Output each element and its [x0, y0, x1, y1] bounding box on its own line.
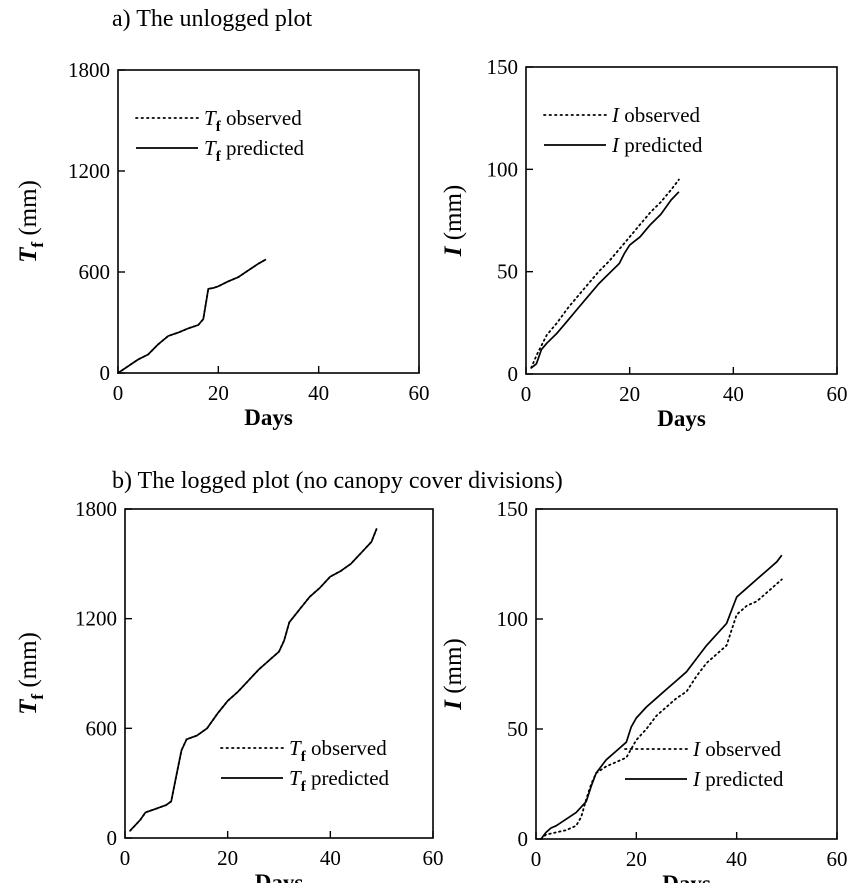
plot-frame	[124, 508, 434, 839]
y-axis-label-symbol: T	[15, 246, 42, 263]
section-title-b: b) The logged plot (no canopy cover divi…	[112, 468, 563, 494]
series-line-observed	[117, 258, 267, 374]
y-tick-label: 1200	[68, 159, 110, 183]
x-tick-label: 0	[120, 846, 131, 870]
legend-label-text: predicted	[619, 133, 703, 157]
legend-label-subscript: f	[216, 149, 222, 165]
y-axis-label-unit: (mm)	[440, 638, 467, 700]
x-tick-label: 20	[619, 382, 640, 406]
y-tick-label: 100	[487, 157, 519, 181]
y-tick-label: 0	[107, 826, 118, 850]
series-line-predicted	[117, 258, 267, 374]
legend-label-text: predicted	[306, 766, 390, 790]
y-axis-label-symbol: I	[440, 245, 467, 257]
legend-label-symbol: T	[289, 736, 302, 760]
x-axis-label: Days	[244, 405, 293, 430]
y-tick-label: 0	[518, 827, 529, 851]
series-line-predicted	[129, 528, 378, 832]
y-axis-label-unit: (mm)	[15, 632, 42, 694]
y-axis-label-symbol: I	[440, 699, 467, 711]
y-tick-label: 100	[497, 607, 529, 631]
legend-label-text: predicted	[700, 767, 784, 791]
legend-label-text: observed	[700, 737, 782, 761]
y-tick-label: 150	[497, 497, 529, 521]
y-axis-label-subscript: f	[28, 694, 47, 700]
legend-label: I observed	[692, 737, 782, 761]
y-tick-label: 150	[487, 55, 519, 79]
y-tick-label: 50	[507, 717, 528, 741]
plot-frame	[525, 66, 838, 375]
x-tick-label: 40	[308, 381, 329, 405]
y-axis-label: Tf (mm)	[15, 632, 47, 715]
series-line-predicted	[540, 554, 783, 840]
x-axis-label: Days	[657, 406, 706, 431]
y-tick-label: 1800	[75, 497, 117, 521]
series-line-predicted	[530, 191, 680, 369]
y-tick-label: 0	[100, 361, 111, 385]
legend-label-symbol: I	[611, 133, 620, 157]
legend-label: I observed	[611, 103, 701, 127]
y-tick-label: 1200	[75, 607, 117, 631]
x-tick-label: 20	[626, 847, 647, 871]
legend-label-text: predicted	[221, 136, 305, 160]
legend-label-text: observed	[619, 103, 701, 127]
x-axis-label: Days	[662, 871, 711, 883]
legend-label-text: observed	[221, 106, 303, 130]
y-axis-label-unit: (mm)	[15, 180, 42, 242]
legend-label-symbol: I	[692, 737, 701, 761]
y-tick-label: 50	[497, 260, 518, 284]
x-tick-label: 60	[827, 382, 848, 406]
x-tick-label: 40	[723, 382, 744, 406]
x-tick-label: 20	[217, 846, 238, 870]
legend-label-subscript: f	[301, 779, 307, 795]
legend-label: I predicted	[692, 767, 784, 791]
legend-label-subscript: f	[301, 749, 307, 765]
x-tick-label: 20	[208, 381, 229, 405]
y-tick-label: 600	[86, 716, 118, 740]
plot-frame	[535, 508, 838, 840]
legend-label: Tf observed	[204, 106, 302, 135]
section-title-a: a) The unlogged plot	[112, 6, 313, 32]
legend-label-symbol: I	[692, 767, 701, 791]
x-tick-label: 40	[726, 847, 747, 871]
y-axis-label-subscript: f	[28, 242, 47, 248]
x-tick-label: 60	[827, 847, 848, 871]
x-axis-label: Days	[255, 870, 304, 883]
y-tick-label: 0	[508, 362, 519, 386]
plot-frame	[117, 69, 420, 374]
x-tick-label: 60	[409, 381, 430, 405]
legend-label-subscript: f	[216, 119, 222, 135]
legend-label-symbol: T	[289, 766, 302, 790]
series-line-observed	[530, 178, 680, 369]
x-tick-label: 60	[423, 846, 444, 870]
legend-label: Tf observed	[289, 736, 387, 765]
legend-label-text: observed	[306, 736, 388, 760]
x-tick-label: 0	[531, 847, 542, 871]
y-axis-label: I (mm)	[440, 185, 467, 258]
y-axis-label-unit: (mm)	[440, 185, 467, 247]
x-tick-label: 0	[521, 382, 532, 406]
y-tick-label: 1800	[68, 58, 110, 82]
y-axis-label: I (mm)	[440, 638, 467, 711]
y-tick-label: 600	[79, 260, 111, 284]
y-axis-label-symbol: T	[15, 698, 42, 715]
legend-label: Tf predicted	[204, 136, 305, 165]
legend-label-symbol: I	[611, 103, 620, 127]
x-tick-label: 0	[113, 381, 124, 405]
y-axis-label: Tf (mm)	[15, 180, 47, 263]
legend-label: I predicted	[611, 133, 703, 157]
legend-label: Tf predicted	[289, 766, 390, 795]
legend-label-symbol: T	[204, 136, 217, 160]
series-line-observed	[540, 578, 783, 840]
legend-label-symbol: T	[204, 106, 217, 130]
x-tick-label: 40	[320, 846, 341, 870]
